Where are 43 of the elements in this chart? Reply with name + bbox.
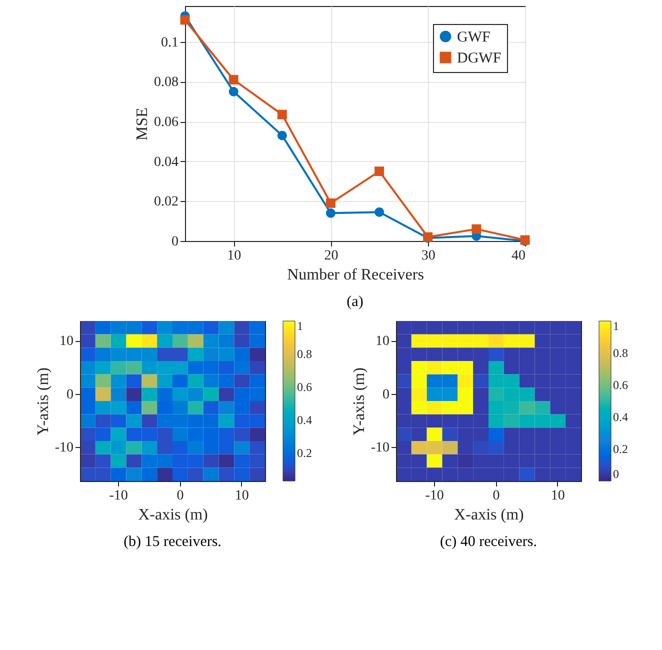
color-bar-label: 0.6 [613, 378, 628, 392]
x-axis-title: Number of Receivers [286, 266, 424, 284]
text: (c) 40 receivers. [440, 534, 538, 550]
color-bar-label: 1 [613, 319, 619, 333]
color-bar-label: 0.4 [297, 412, 312, 427]
color-bar-label: 0.4 [613, 410, 628, 424]
x-tick-label: 10 [234, 488, 249, 504]
y-tick-label: 0.08 [154, 75, 178, 90]
x-tick-label: -10 [109, 488, 128, 504]
y-tick-label: 0.04 [154, 154, 178, 170]
x-tick-label: 30 [420, 248, 435, 264]
y-tick-label: 0.06 [154, 115, 178, 130]
y-tick-label: 0.02 [154, 194, 178, 210]
y-tick-label: 0.1 [160, 35, 178, 50]
y-tick-label: -10 [370, 440, 390, 456]
x-axis-title: X-axis (m) [454, 506, 524, 524]
color-bar-label: 1 [297, 319, 303, 333]
color-bar-label: 0 [613, 467, 619, 481]
y-axis-title: Y-axis (m) [350, 368, 368, 436]
x-tick-label: 40 [511, 248, 525, 264]
text: (a) [346, 294, 363, 310]
legend-label: DGWF [456, 50, 501, 66]
color-bar-label: 0.8 [613, 346, 628, 360]
color-bar-label: 0.8 [297, 346, 312, 361]
y-axis-title: Y-axis (m) [34, 368, 52, 436]
y-tick-label: 10 [60, 334, 74, 349]
y-tick-label: 0 [171, 234, 178, 250]
x-tick-label: 20 [324, 248, 338, 264]
x-tick-label: 0 [492, 488, 500, 504]
x-axis-title: X-axis (m) [138, 506, 208, 524]
color-bar-label: 0.2 [613, 442, 628, 456]
y-tick-label: 10 [376, 334, 390, 349]
x-tick-label: 10 [226, 248, 241, 264]
y-tick-label: -10 [54, 440, 74, 456]
y-tick-label: 0 [66, 387, 74, 402]
text: (b) 15 receivers. [124, 534, 222, 550]
x-tick-label: -10 [425, 488, 444, 504]
legend-label: GWF [456, 30, 490, 46]
y-tick-label: 0 [382, 387, 390, 402]
color-bar-label: 0.6 [297, 380, 312, 394]
color-bar-label: 0.2 [297, 446, 312, 460]
x-tick-label: 10 [550, 488, 565, 504]
y-axis-title: MSE [134, 108, 150, 140]
